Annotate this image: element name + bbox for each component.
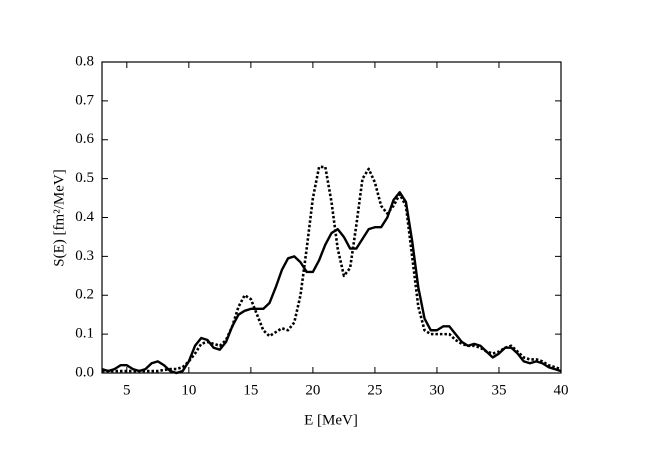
y-tick-label: 0.6: [75, 131, 94, 147]
x-tick-label: 15: [243, 382, 258, 398]
data-line: [101, 191, 562, 375]
x-tick-label: 5: [123, 382, 131, 398]
y-tick-label: 0.2: [75, 287, 94, 303]
plot-frame: [101, 61, 562, 374]
y-tick-label: 0.3: [75, 248, 94, 264]
x-tick-label: 30: [429, 382, 444, 398]
y-axis-label: S(E) [fm²/MeV]: [51, 169, 67, 266]
x-tick-label: 20: [305, 382, 320, 398]
x-tick-label: 35: [491, 382, 506, 398]
x-tick-label: 25: [367, 382, 382, 398]
y-tick-label: 0.4: [75, 209, 94, 225]
x-tick-label: 40: [554, 382, 569, 398]
y-tick-label: 0.5: [75, 170, 94, 186]
data-line: [102, 165, 562, 373]
x-tick-label: 10: [181, 382, 196, 398]
y-tick-label: 0.1: [75, 326, 94, 342]
x-axis-label: E [MeV]: [304, 412, 358, 428]
y-tick-label: 0.8: [75, 53, 94, 69]
y-tick-label: 0.7: [75, 92, 94, 108]
y-tick-label: 0.0: [75, 364, 94, 380]
